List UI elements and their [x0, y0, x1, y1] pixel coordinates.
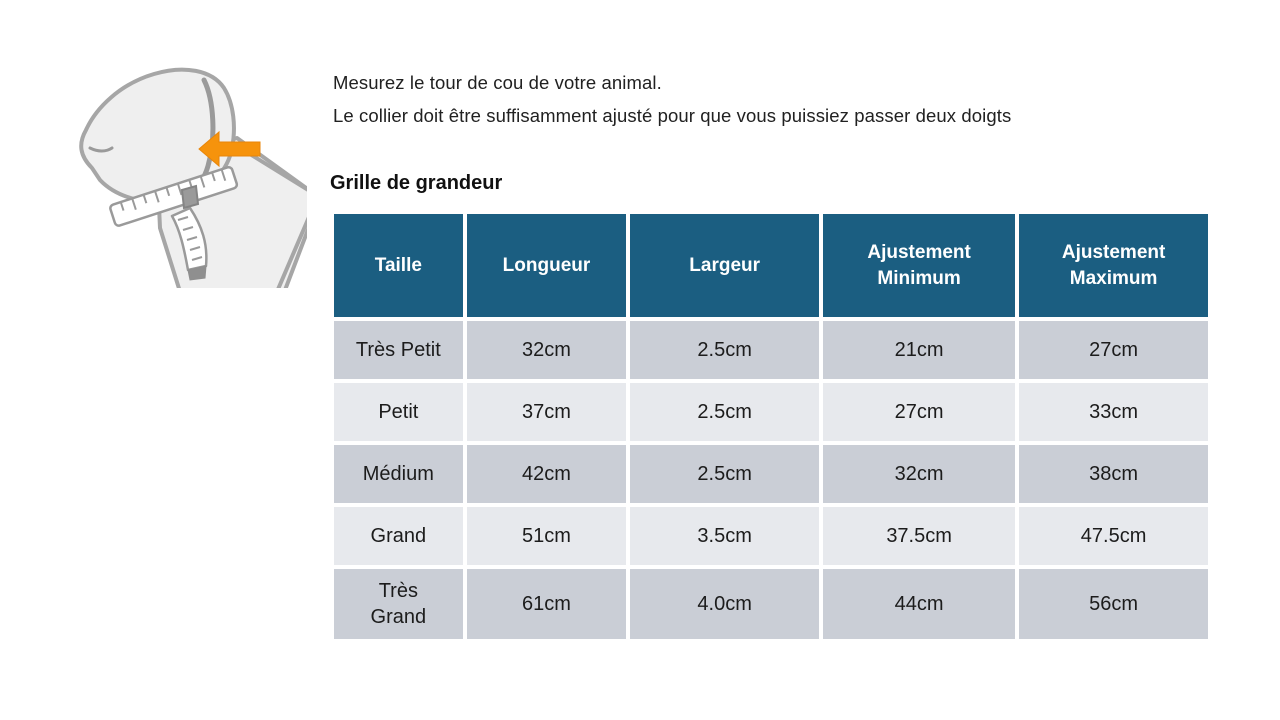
cell-ajustement-max: 47.5cm	[1019, 507, 1208, 565]
header-largeur: Largeur	[630, 214, 820, 317]
size-table: Taille Longueur Largeur Ajustement Minim…	[330, 210, 1212, 643]
size-chart: Taille Longueur Largeur Ajustement Minim…	[330, 210, 1212, 643]
table-row-grand: Grand 51cm 3.5cm 37.5cm 47.5cm	[334, 507, 1208, 565]
table-row-medium: Médium 42cm 2.5cm 32cm 38cm	[334, 445, 1208, 503]
header-ajustement-maximum: Ajustement Maximum	[1019, 214, 1208, 317]
dog-neck-measure-icon	[79, 67, 307, 288]
table-row-petit: Petit 37cm 2.5cm 27cm 33cm	[334, 383, 1208, 441]
cell-ajustement-min: 37.5cm	[823, 507, 1016, 565]
cell-largeur: 2.5cm	[630, 321, 820, 379]
measuring-tape	[109, 165, 239, 227]
cell-ajustement-max: 38cm	[1019, 445, 1208, 503]
instruction-line-2: Le collier doit être suffisamment ajusté…	[333, 105, 1012, 126]
cell-longueur: 37cm	[466, 383, 627, 441]
cell-ajustement-max: 33cm	[1019, 383, 1208, 441]
cell-longueur: 51cm	[466, 507, 627, 565]
cell-size: Grand	[334, 507, 463, 565]
cell-size: Très Grand	[334, 569, 463, 639]
cell-size: Petit	[334, 383, 463, 441]
cell-largeur: 3.5cm	[630, 507, 820, 565]
cell-ajustement-max: 27cm	[1019, 321, 1208, 379]
cell-ajustement-min: 21cm	[823, 321, 1016, 379]
cell-longueur: 61cm	[466, 569, 627, 639]
measuring-tape-end	[170, 206, 208, 281]
table-row-tres-grand: Très Grand 61cm 4.0cm 44cm 56cm	[334, 569, 1208, 639]
header-ajustement-minimum: Ajustement Minimum	[823, 214, 1016, 317]
cell-largeur: 4.0cm	[630, 569, 820, 639]
table-row-tres-petit: Très Petit 32cm 2.5cm 21cm 27cm	[334, 321, 1208, 379]
cell-size: Très Petit	[334, 321, 463, 379]
cell-longueur: 42cm	[466, 445, 627, 503]
header-taille: Taille	[334, 214, 463, 317]
cell-largeur: 2.5cm	[630, 445, 820, 503]
dog-measurement-illustration	[62, 48, 307, 288]
cell-size: Médium	[334, 445, 463, 503]
cell-largeur: 2.5cm	[630, 383, 820, 441]
instruction-line-1: Mesurez le tour de cou de votre animal.	[333, 72, 662, 93]
arrow-left-icon	[198, 130, 261, 168]
size-chart-title: Grille de grandeur	[330, 172, 503, 194]
cell-ajustement-max: 56cm	[1019, 569, 1208, 639]
cell-ajustement-min: 27cm	[823, 383, 1016, 441]
cell-ajustement-min: 44cm	[823, 569, 1016, 639]
cell-longueur: 32cm	[466, 321, 627, 379]
measurement-instructions: Mesurez le tour de cou de votre animal. …	[333, 66, 1011, 132]
header-longueur: Longueur	[466, 214, 627, 317]
cell-ajustement-min: 32cm	[823, 445, 1016, 503]
header-row: Taille Longueur Largeur Ajustement Minim…	[334, 214, 1208, 317]
